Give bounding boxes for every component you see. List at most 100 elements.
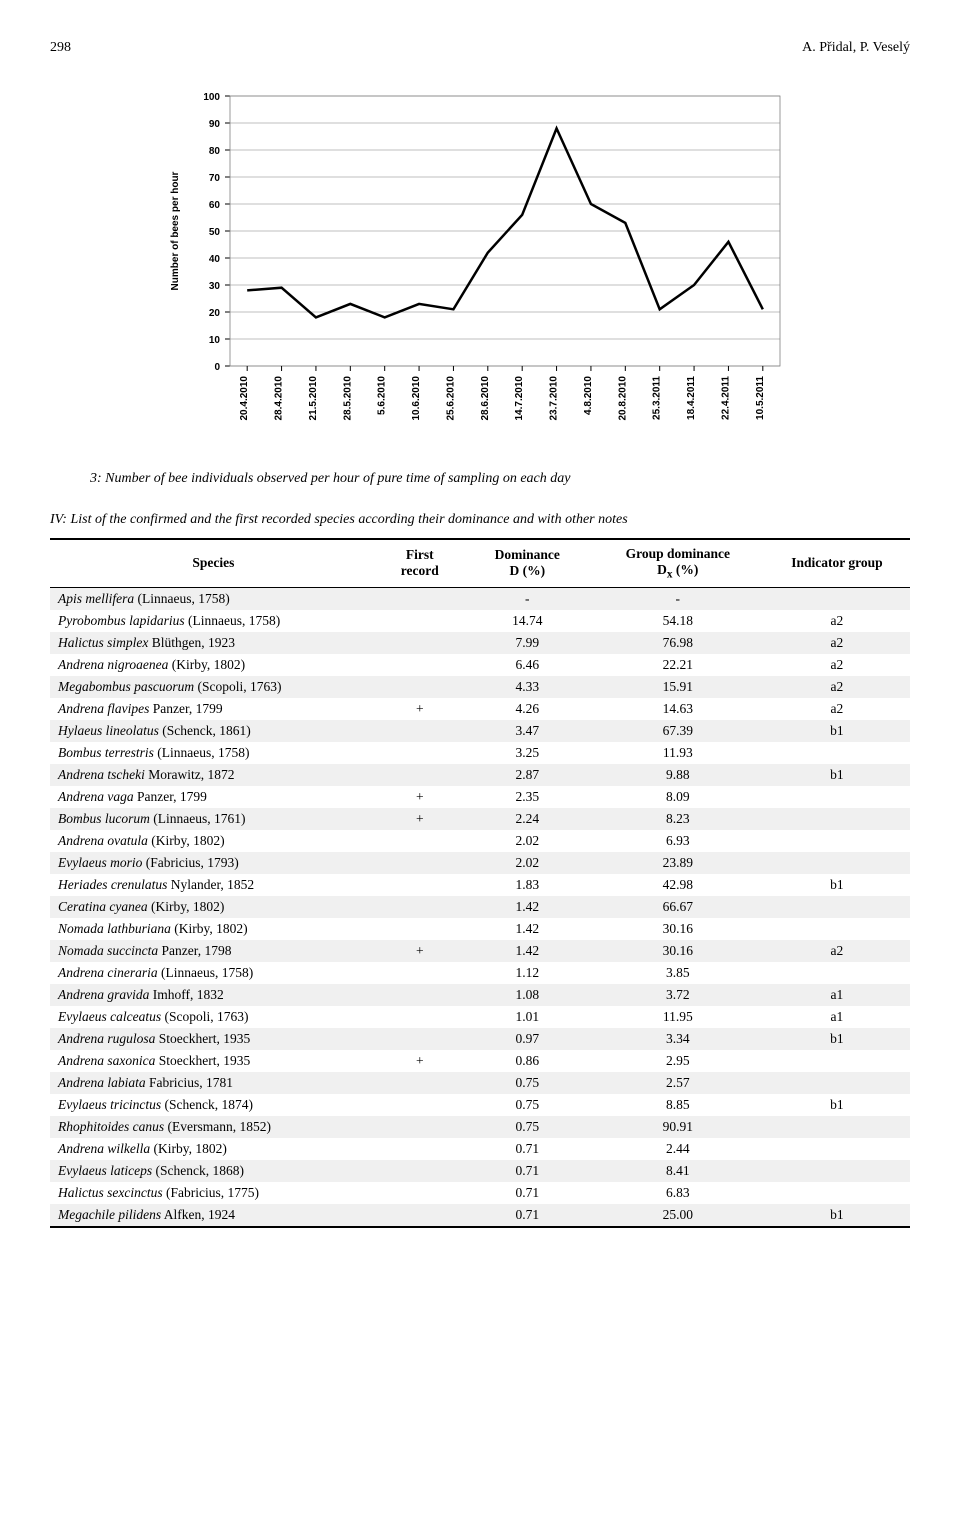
cell-first	[377, 632, 463, 654]
cell-gdom: 2.44	[592, 1138, 764, 1160]
table-row: Andrena nigroaenea (Kirby, 1802)6.4622.2…	[50, 654, 910, 676]
cell-species: Megabombus pascuorum (Scopoli, 1763)	[50, 676, 377, 698]
cell-first	[377, 918, 463, 940]
table-row: Evylaeus calceatus (Scopoli, 1763)1.0111…	[50, 1006, 910, 1028]
cell-species: Andrena ovatula (Kirby, 1802)	[50, 830, 377, 852]
cell-dom: 4.26	[463, 698, 592, 720]
table-row: Evylaeus tricinctus (Schenck, 1874)0.758…	[50, 1094, 910, 1116]
cell-dom: 0.71	[463, 1160, 592, 1182]
svg-text:10: 10	[209, 335, 221, 346]
cell-dom: -	[463, 587, 592, 610]
cell-ind: a2	[764, 698, 910, 720]
cell-gdom: 3.72	[592, 984, 764, 1006]
cell-first	[377, 1028, 463, 1050]
cell-first	[377, 742, 463, 764]
cell-gdom: -	[592, 587, 764, 610]
svg-text:25.3.2011: 25.3.2011	[652, 376, 663, 420]
cell-gdom: 23.89	[592, 852, 764, 874]
cell-ind	[764, 1116, 910, 1138]
table-row: Andrena rugulosa Stoeckhert, 1935 0.973.3…	[50, 1028, 910, 1050]
table-row: Andrena flavipes Panzer, 1799+4.2614.63a…	[50, 698, 910, 720]
svg-text:10.5.2011: 10.5.2011	[755, 376, 766, 420]
table-row: Bombus terrestris (Linnaeus, 1758)3.2511…	[50, 742, 910, 764]
cell-species: Nomada lathburiana (Kirby, 1802)	[50, 918, 377, 940]
page-header: 298 A. Přidal, P. Veselý	[50, 40, 910, 56]
cell-ind: a2	[764, 632, 910, 654]
table-row: Andrena labiata Fabricius, 17810.752.57	[50, 1072, 910, 1094]
cell-gdom: 30.16	[592, 918, 764, 940]
cell-gdom: 67.39	[592, 720, 764, 742]
cell-species: Andrena rugulosa Stoeckhert, 1935	[50, 1028, 377, 1050]
cell-species: Andrena tscheki Morawitz, 1872	[50, 764, 377, 786]
cell-ind: b1	[764, 764, 910, 786]
cell-dom: 1.42	[463, 896, 592, 918]
cell-dom: 3.25	[463, 742, 592, 764]
cell-dom: 0.86	[463, 1050, 592, 1072]
cell-dom: 0.71	[463, 1138, 592, 1160]
cell-ind	[764, 896, 910, 918]
cell-first	[377, 1094, 463, 1116]
svg-text:20.8.2010: 20.8.2010	[617, 376, 628, 421]
cell-first	[377, 830, 463, 852]
cell-ind: a1	[764, 984, 910, 1006]
cell-first	[377, 1204, 463, 1227]
cell-species: Evylaeus calceatus (Scopoli, 1763)	[50, 1006, 377, 1028]
cell-first	[377, 1160, 463, 1182]
cell-species: Megachile pilidens Alfken, 1924	[50, 1204, 377, 1227]
table-row: Ceratina cyanea (Kirby, 1802)1.4266.67	[50, 896, 910, 918]
svg-text:10.6.2010: 10.6.2010	[411, 376, 422, 421]
cell-first	[377, 1072, 463, 1094]
cell-species: Andrena wilkella (Kirby, 1802)	[50, 1138, 377, 1160]
cell-species: Bombus lucorum (Linnaeus, 1761)	[50, 808, 377, 830]
cell-ind: b1	[764, 720, 910, 742]
cell-first	[377, 720, 463, 742]
cell-ind	[764, 1182, 910, 1204]
cell-gdom: 22.21	[592, 654, 764, 676]
cell-first	[377, 1138, 463, 1160]
cell-species: Bombus terrestris (Linnaeus, 1758)	[50, 742, 377, 764]
cell-first	[377, 1182, 463, 1204]
cell-gdom: 90.91	[592, 1116, 764, 1138]
svg-text:20: 20	[209, 308, 221, 319]
table-row: Halictus sexcinctus (Fabricius, 1775)0.7…	[50, 1182, 910, 1204]
cell-species: Andrena nigroaenea (Kirby, 1802)	[50, 654, 377, 676]
cell-species: Halictus simplex Blüthgen, 1923	[50, 632, 377, 654]
cell-ind	[764, 742, 910, 764]
svg-text:70: 70	[209, 173, 221, 184]
cell-ind: a2	[764, 940, 910, 962]
cell-species: Andrena vaga Panzer, 1799	[50, 786, 377, 808]
svg-text:Number of bees per hour: Number of bees per hour	[170, 171, 181, 290]
col-dominance: DominanceD (%)	[463, 539, 592, 587]
cell-gdom: 3.34	[592, 1028, 764, 1050]
table-row: Apis mellifera (Linnaeus, 1758) --	[50, 587, 910, 610]
cell-first	[377, 764, 463, 786]
cell-ind: b1	[764, 1204, 910, 1227]
cell-species: Apis mellifera (Linnaeus, 1758)	[50, 587, 377, 610]
cell-species: Andrena labiata Fabricius, 1781	[50, 1072, 377, 1094]
svg-text:50: 50	[209, 227, 221, 238]
cell-gdom: 9.88	[592, 764, 764, 786]
col-first-record: Firstrecord	[377, 539, 463, 587]
svg-text:28.6.2010: 28.6.2010	[480, 376, 491, 421]
svg-text:22.4.2011: 22.4.2011	[720, 376, 731, 420]
svg-text:25.6.2010: 25.6.2010	[445, 376, 456, 421]
cell-first	[377, 852, 463, 874]
cell-ind: b1	[764, 1094, 910, 1116]
cell-ind: b1	[764, 1028, 910, 1050]
table-row: Evylaeus laticeps (Schenck, 1868)0.718.4…	[50, 1160, 910, 1182]
cell-ind	[764, 962, 910, 984]
svg-text:14.7.2010: 14.7.2010	[514, 376, 525, 421]
cell-dom: 0.97	[463, 1028, 592, 1050]
cell-species: Rhophitoides canus (Eversmann, 1852)	[50, 1116, 377, 1138]
figure-caption: 3: Number of bee individuals observed pe…	[90, 471, 910, 487]
table-row: Andrena wilkella (Kirby, 1802) 0.712.44	[50, 1138, 910, 1160]
cell-first	[377, 1116, 463, 1138]
cell-gdom: 54.18	[592, 610, 764, 632]
table-row: Andrena vaga Panzer, 1799+2.358.09	[50, 786, 910, 808]
cell-first	[377, 610, 463, 632]
cell-dom: 0.75	[463, 1094, 592, 1116]
cell-dom: 3.47	[463, 720, 592, 742]
cell-dom: 0.71	[463, 1182, 592, 1204]
cell-dom: 4.33	[463, 676, 592, 698]
cell-gdom: 8.41	[592, 1160, 764, 1182]
